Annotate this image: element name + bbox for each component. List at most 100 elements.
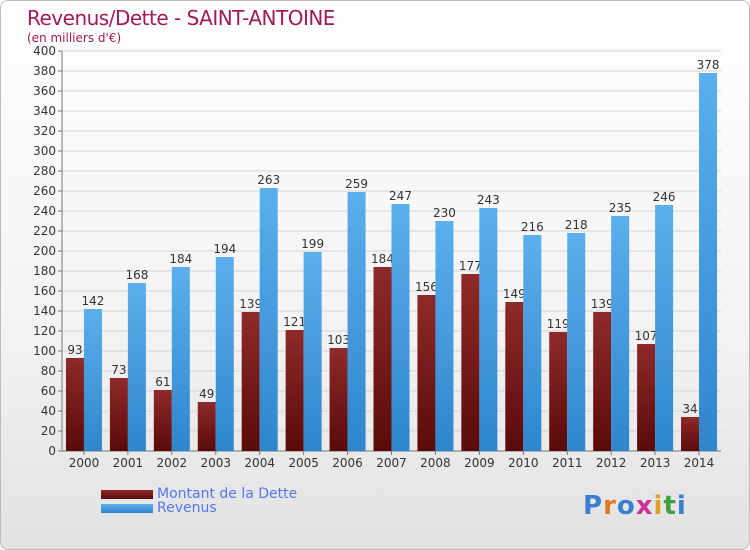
bar-revenue [523, 235, 542, 451]
y-tick-label: 160 [33, 284, 56, 298]
x-tick-label: 2002 [157, 456, 188, 470]
y-tick-label: 40 [41, 404, 56, 418]
bar-debt [681, 417, 700, 451]
y-tick-label: 260 [33, 184, 56, 198]
data-label-debt: 139 [591, 297, 614, 311]
y-tick-label: 80 [41, 364, 56, 378]
bar-debt [285, 330, 304, 451]
bar-debt [329, 348, 348, 451]
data-label-debt: 93 [67, 343, 82, 357]
x-tick-label: 2004 [244, 456, 275, 470]
bar-debt [197, 402, 216, 451]
proxiti-logo: Proxiti [583, 491, 687, 521]
bar-debt [65, 358, 84, 451]
logo-letter: o [616, 491, 636, 521]
chart-title: Revenus/Dette - SAINT-ANTOINE [27, 6, 335, 30]
bar-debt [417, 295, 436, 451]
y-tick-label: 180 [33, 264, 56, 278]
bar-revenue [391, 204, 410, 451]
y-tick-label: 320 [33, 124, 56, 138]
data-label-revenue: 199 [301, 237, 324, 251]
logo-letter: i [653, 491, 664, 521]
bar-debt [241, 312, 260, 451]
y-tick-label: 100 [33, 344, 56, 358]
bar-revenue [479, 208, 498, 451]
chart-subtitle: (en milliers d'€) [27, 31, 122, 45]
data-label-revenue: 216 [521, 220, 544, 234]
y-tick-label: 120 [33, 324, 56, 338]
bar-debt [153, 390, 172, 451]
x-tick-label: 2006 [332, 456, 363, 470]
logo-letter: r [603, 491, 617, 521]
data-label-debt: 184 [371, 252, 394, 266]
data-label-revenue: 230 [433, 206, 456, 220]
data-label-debt: 156 [415, 280, 438, 294]
legend: Montant de la Dette Revenus [101, 486, 298, 516]
data-label-revenue: 263 [257, 173, 280, 187]
x-tick-label: 2000 [69, 456, 100, 470]
y-tick-label: 340 [33, 104, 56, 118]
bar-revenue [347, 192, 366, 451]
x-tick-label: 2007 [376, 456, 407, 470]
data-label-revenue: 168 [125, 268, 148, 282]
bar-debt [593, 312, 612, 451]
logo-letter: P [583, 491, 604, 521]
logo-letter: x [635, 491, 654, 521]
bars: 93 142 73 168 61 184 49 194 139 263 121 199 103 259 18… [65, 58, 719, 451]
bar-debt [637, 344, 656, 451]
bar-debt [461, 274, 480, 451]
x-tick-label: 2010 [508, 456, 539, 470]
bar-revenue [655, 205, 674, 451]
x-tick-label: 2012 [596, 456, 627, 470]
y-tick-label: 140 [33, 304, 56, 318]
bar-revenue [127, 283, 146, 451]
x-tick-label: 2003 [200, 456, 231, 470]
y-tick-label: 300 [33, 144, 56, 158]
data-label-revenue: 218 [565, 218, 588, 232]
data-label-debt: 34 [682, 402, 697, 416]
legend-label-debt: Montant de la Dette [157, 486, 298, 502]
legend-label-revenue: Revenus [157, 500, 217, 516]
bar-revenue [259, 188, 278, 451]
bar-debt [109, 378, 128, 451]
legend-item-revenue: Revenus [101, 500, 297, 516]
bar-revenue [171, 267, 190, 451]
y-tick-label: 240 [33, 204, 56, 218]
y-tick-label: 200 [33, 244, 56, 258]
logo-letter: t [663, 491, 677, 521]
data-label-revenue: 194 [213, 242, 236, 256]
bar-debt [373, 267, 392, 451]
bar-revenue [83, 309, 102, 451]
bar-revenue [435, 221, 454, 451]
bar-revenue [567, 233, 586, 451]
x-tick-label: 2008 [420, 456, 451, 470]
bar-revenue [303, 252, 322, 451]
x-tick-label: 2009 [464, 456, 495, 470]
data-label-revenue: 184 [169, 252, 192, 266]
data-label-debt: 103 [327, 333, 350, 347]
x-tick-label: 2001 [113, 456, 144, 470]
y-tick-label: 380 [33, 64, 56, 78]
y-tick-label: 360 [33, 84, 56, 98]
y-tick-label: 280 [33, 164, 56, 178]
data-label-debt: 119 [547, 317, 570, 331]
data-label-debt: 107 [635, 329, 658, 343]
data-label-revenue: 246 [653, 190, 676, 204]
bar-debt [549, 332, 568, 451]
data-label-debt: 73 [111, 363, 126, 377]
data-label-revenue: 247 [389, 189, 412, 203]
y-tick-label: 20 [41, 424, 56, 438]
x-axis-ticks: 2000 2001 2002 2003 2004 2005 2006 2007 2008 2009… [69, 451, 714, 470]
y-tick-label: 400 [33, 44, 56, 58]
legend-swatch-debt [101, 489, 153, 499]
x-tick-label: 2005 [288, 456, 319, 470]
legend-swatch-revenue [101, 503, 153, 513]
data-label-revenue: 142 [82, 294, 105, 308]
logo-letter: i [676, 491, 687, 521]
bar-revenue [611, 216, 630, 451]
data-label-debt: 121 [283, 315, 306, 329]
data-label-revenue: 259 [345, 177, 368, 191]
bar-revenue [699, 73, 718, 451]
